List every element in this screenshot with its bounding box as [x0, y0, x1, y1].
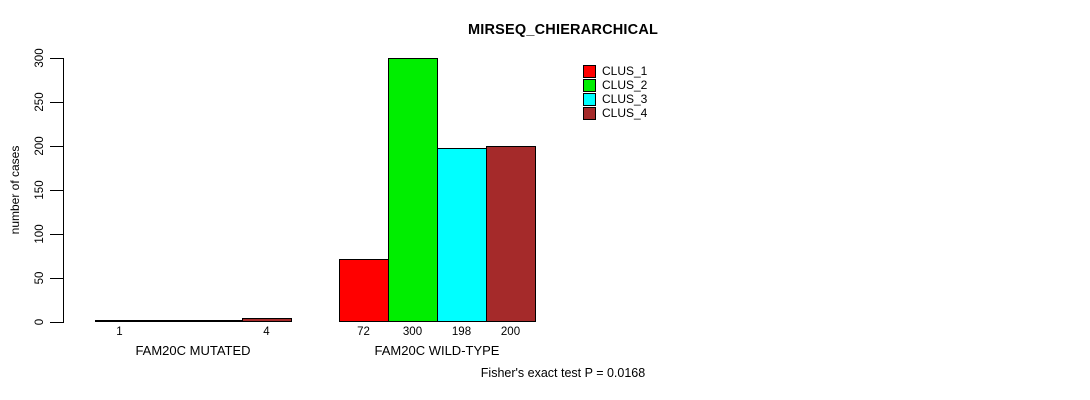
y-axis-tick-label: 0: [34, 318, 46, 326]
chart-title: MIRSEQ_CHIERARCHICAL: [467, 22, 659, 38]
y-axis-tick: [50, 278, 63, 279]
bar-value-label: 1: [116, 326, 123, 338]
y-axis-tick-label: 250: [34, 92, 46, 112]
legend-label: CLUS_2: [602, 78, 648, 92]
legend-swatch-icon: [583, 106, 596, 120]
legend-row-clus_3: CLUS_3: [583, 92, 647, 106]
legend-row-clus_4: CLUS_4: [583, 106, 647, 120]
bar-clus_4-2: [486, 146, 536, 322]
y-axis-line: [63, 58, 64, 323]
y-axis-tick: [50, 58, 63, 59]
bar-value-label: 72: [357, 326, 370, 338]
bar-clus_1-2: [339, 259, 389, 322]
y-axis-tick-label: 100: [34, 224, 46, 244]
legend-label: CLUS_3: [602, 92, 648, 106]
y-axis-tick-label: 150: [34, 180, 46, 200]
bar-clus_4-1: [242, 318, 292, 322]
category-label: FAM20C MUTATED: [135, 343, 251, 358]
bar-value-label: 200: [500, 326, 521, 338]
legend: CLUS_1 CLUS_2 CLUS_3 CLUS_4: [583, 64, 647, 120]
bar-value-label: 198: [451, 326, 472, 338]
y-axis-label: number of cases: [8, 145, 22, 235]
legend-swatch-icon: [583, 64, 596, 78]
legend-label: CLUS_4: [602, 106, 648, 120]
bar-value-label: 300: [402, 326, 423, 338]
legend-label: CLUS_1: [602, 64, 648, 78]
y-axis-tick: [50, 234, 63, 235]
bar-clus_2-2: [388, 58, 438, 322]
bar-clus_3-2: [437, 148, 487, 322]
bar-clus_3-1: [193, 320, 243, 322]
footer-stat-text: Fisher's exact test P = 0.0168: [480, 366, 646, 380]
y-axis-tick: [50, 146, 63, 147]
bar-value-label: 4: [263, 326, 270, 338]
y-axis-tick: [50, 190, 63, 191]
bar-clus_1-1: [95, 320, 145, 322]
y-axis-tick: [50, 102, 63, 103]
bar-clus_2-1: [144, 320, 194, 322]
y-axis-tick-label: 300: [34, 48, 46, 68]
category-label: FAM20C WILD-TYPE: [374, 343, 500, 358]
legend-row-clus_2: CLUS_2: [583, 78, 647, 92]
y-axis-tick: [50, 322, 63, 323]
legend-swatch-icon: [583, 78, 596, 92]
y-axis-tick-label: 200: [34, 136, 46, 156]
legend-row-clus_1: CLUS_1: [583, 64, 647, 78]
y-axis-tick-label: 50: [34, 271, 46, 285]
legend-swatch-icon: [583, 92, 596, 106]
